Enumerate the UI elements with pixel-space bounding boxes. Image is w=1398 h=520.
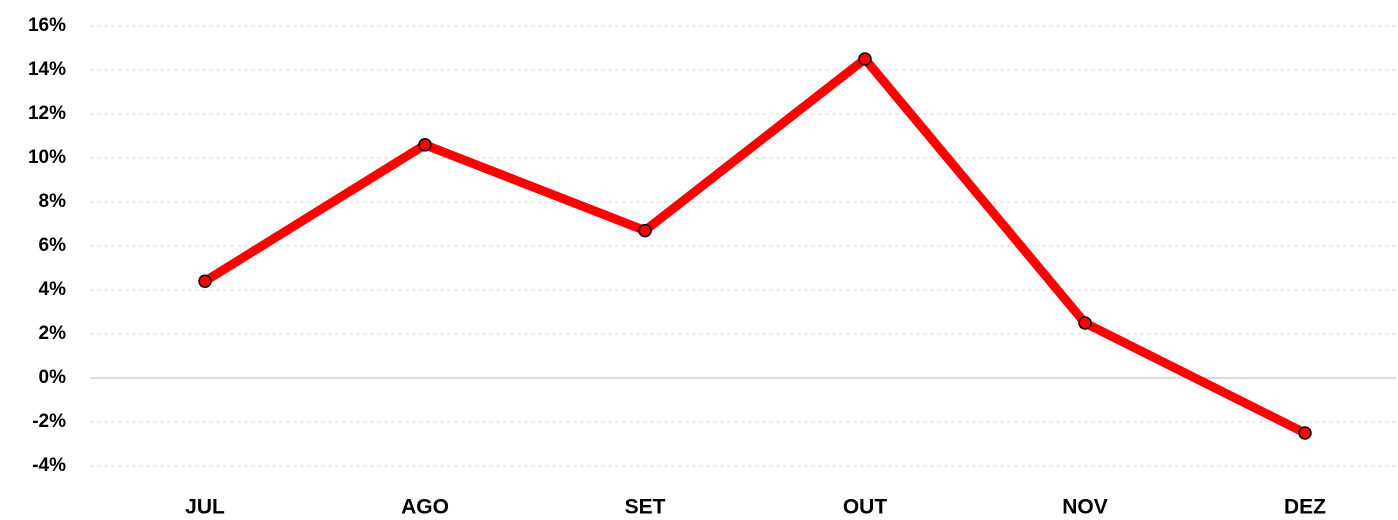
- line: [202, 54, 1308, 438]
- x-tick-label: OUT: [843, 496, 888, 519]
- marker: [1298, 426, 1312, 440]
- marker: [858, 52, 872, 66]
- y-tick-label: 8%: [39, 191, 67, 212]
- y-tick-label: -2%: [32, 411, 66, 432]
- y-tick-label: 12%: [28, 103, 66, 124]
- y-tick-label: 10%: [28, 147, 66, 168]
- x-tick-label: SET: [625, 496, 666, 519]
- marker: [638, 223, 652, 238]
- y-tick-label: 4%: [39, 279, 67, 300]
- y-tick-label: 6%: [39, 235, 67, 256]
- x-tick-label: NOV: [1062, 496, 1108, 519]
- marker: [1078, 316, 1092, 330]
- y-tick-label: 14%: [28, 59, 66, 80]
- marker: [198, 274, 212, 288]
- y-tick-label: 2%: [39, 323, 67, 344]
- x-tick-label: AGO: [401, 496, 449, 519]
- y-tick-label: -4%: [32, 455, 66, 476]
- y-tick-label: 16%: [28, 15, 66, 36]
- x-tick-label: DEZ: [1284, 496, 1326, 519]
- y-tick-label: 0%: [39, 367, 67, 388]
- x-tick-label: JUL: [185, 496, 225, 519]
- marker: [418, 138, 432, 152]
